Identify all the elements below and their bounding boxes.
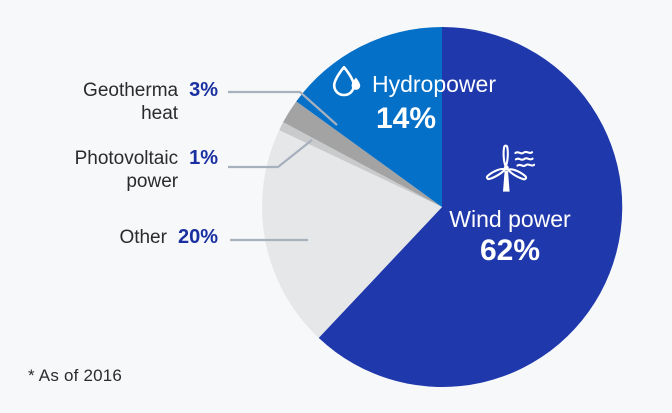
pie-slice-geothermal — [283, 101, 442, 207]
pie-slice-wind-power — [318, 26, 623, 387]
callout-photovoltaic-power: Photovoltaic power 1% — [0, 147, 218, 193]
leader-line-geothermal — [228, 90, 338, 126]
footnote-as-of-year: * As of 2016 — [28, 366, 123, 385]
callout-other-percent: 20% — [177, 226, 218, 248]
pie-slice-photovoltaic — [279, 122, 442, 207]
callout-photovoltaic-label: Photovoltaic power — [74, 148, 179, 192]
leader-line-photovoltaic — [228, 139, 313, 169]
callout-geothermal-heat: Geotherma heat 3% — [0, 79, 218, 125]
callout-other: Other 20% — [0, 226, 218, 249]
callout-geothermal-percent: 3% — [189, 79, 218, 101]
callout-other-label: Other — [119, 227, 167, 248]
callout-geothermal-label: Geotherma heat — [83, 80, 179, 124]
callout-photovoltaic-percent: 1% — [189, 147, 218, 169]
pie-slice-other — [262, 130, 442, 338]
pie-slice-hydropower — [296, 27, 442, 207]
